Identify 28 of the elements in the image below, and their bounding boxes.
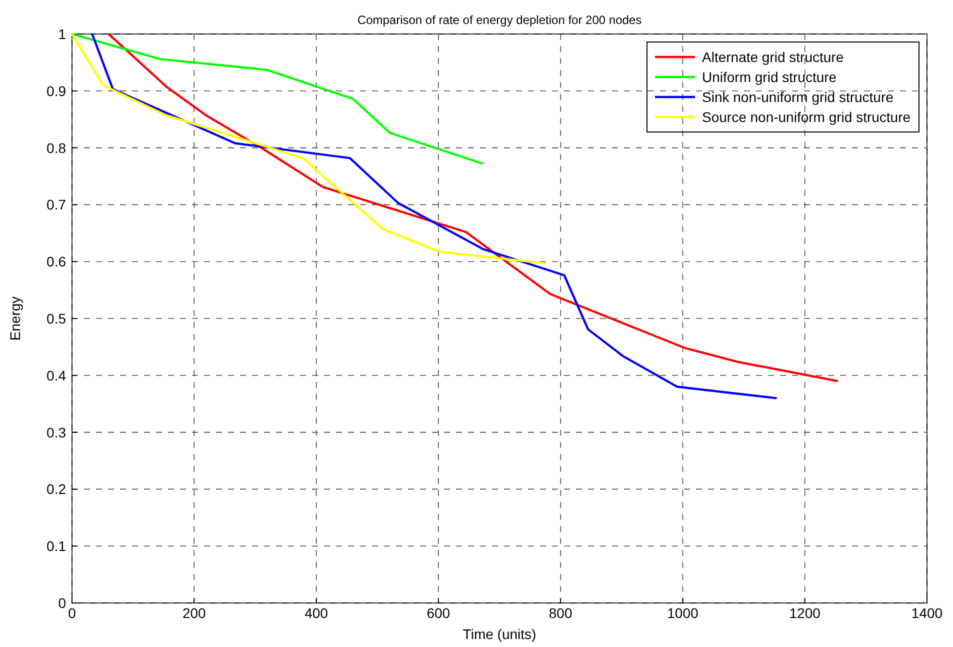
- y-tick-label: 0.9: [46, 82, 66, 99]
- y-tick-label: 0.6: [46, 254, 66, 270]
- y-axis-title: Energy: [7, 296, 23, 341]
- line-series: [70, 32, 546, 264]
- y-tick-label: 0.5: [46, 310, 66, 326]
- x-tick-label: 200: [182, 605, 206, 621]
- y-tick-label: 0.8: [46, 140, 66, 156]
- x-tick-label: 400: [304, 605, 328, 621]
- x-tick-label: 1000: [667, 605, 698, 621]
- legend-label: Source non-uniform grid structure: [702, 109, 911, 125]
- line-series: [70, 32, 484, 165]
- y-tick-label: 0: [58, 595, 66, 611]
- chart-title: Comparison of rate of energy depletion for 200 nodes: [357, 13, 642, 27]
- legend-label: Alternate grid structure: [702, 49, 844, 65]
- y-tick-label: 0.3: [46, 424, 66, 440]
- y-tick-label: 0.7: [46, 196, 66, 213]
- x-tick-label: 800: [548, 605, 572, 621]
- y-tick-label: 0.2: [46, 481, 66, 498]
- x-axis-title: Time (units): [462, 626, 536, 642]
- y-tick-label: 0.1: [46, 538, 66, 554]
- x-tick-label: 0: [68, 605, 76, 621]
- x-tick-label: 1400: [911, 605, 943, 621]
- y-tick-label: 0.4: [46, 367, 66, 384]
- x-tick-label: 1200: [789, 605, 821, 621]
- y-tick-label: 1: [58, 26, 66, 42]
- legend-label: Uniform grid structure: [702, 69, 837, 85]
- legend-label: Sink non-uniform grid structure: [702, 89, 894, 105]
- x-tick-label: 600: [426, 605, 450, 621]
